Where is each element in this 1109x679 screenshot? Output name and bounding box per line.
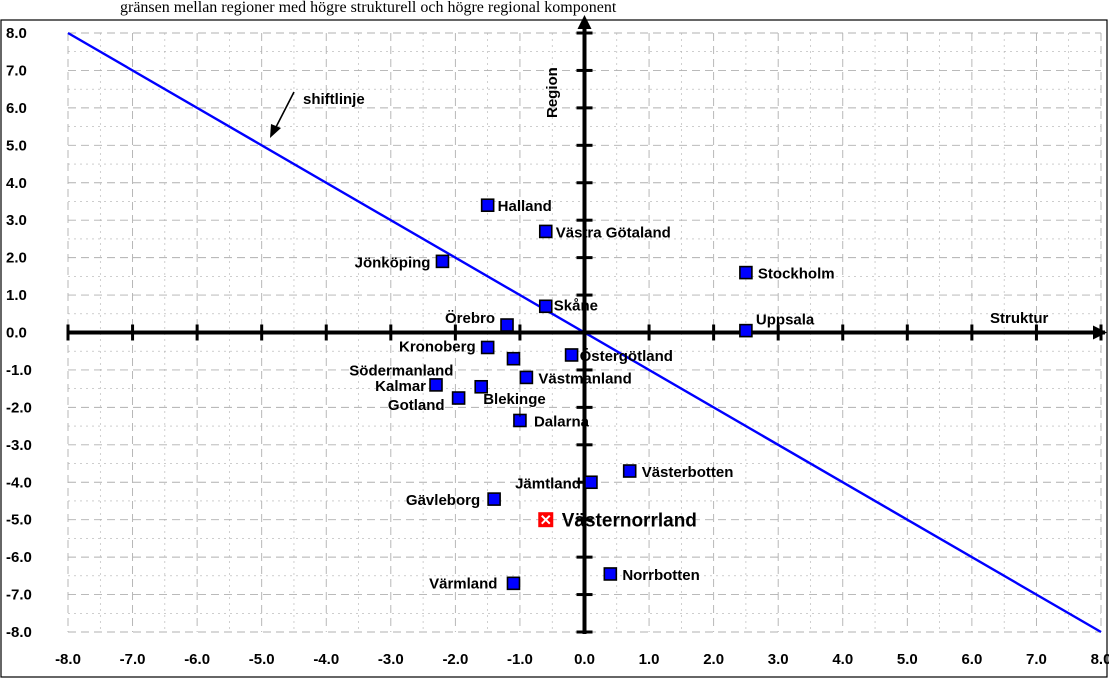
point-label: Skåne	[554, 297, 598, 314]
y-tick-label: 8.0	[6, 25, 27, 42]
plot-frame	[0, 19, 1108, 678]
y-axis-title: Region	[544, 67, 561, 118]
x-tick-label: 4.0	[832, 651, 853, 668]
data-point	[500, 318, 514, 332]
tick-labels: -8.0 -7.0 -6.0 -5.0 -4.0 -3.0 -2.0 -1.0 0.0 1.0 2.…	[6, 25, 1109, 668]
data-point	[739, 265, 753, 280]
data-point	[603, 567, 618, 581]
x-axis-title: Struktur	[990, 310, 1049, 327]
point-label: Jönköping	[355, 254, 431, 271]
y-tick-label: -8.0	[6, 624, 32, 641]
point-label: Värmland	[429, 575, 497, 592]
y-tick-label: -6.0	[6, 549, 32, 566]
x-tick-label: -2.0	[442, 651, 468, 668]
shift-arrow-head	[270, 124, 281, 138]
y-tick-label: 5.0	[6, 137, 27, 154]
data-point	[429, 378, 443, 392]
data-point	[451, 391, 466, 405]
x-tick-label: -7.0	[120, 651, 146, 668]
x-tick-label: 6.0	[961, 651, 982, 668]
point-label: Västmanland	[538, 370, 631, 387]
y-tick-label: -5.0	[6, 512, 32, 529]
shift-line-label: shiftlinje	[303, 91, 365, 108]
x-tick-label: 7.0	[1026, 651, 1047, 668]
highlight-cross	[541, 514, 551, 525]
x-tick-label: 5.0	[897, 651, 918, 668]
point-label: Halland	[498, 198, 552, 215]
data-point	[474, 379, 489, 394]
x-tick-label: 3.0	[768, 651, 789, 668]
point-label: Kalmar	[375, 378, 426, 395]
shift-arrow-shaft	[273, 91, 295, 132]
data-point	[506, 351, 521, 366]
data-point	[519, 370, 534, 385]
point-label: Gotland	[388, 397, 445, 414]
x-tick-label: 2.0	[703, 651, 724, 668]
point-label: Östergötland	[580, 348, 673, 365]
point-label: Västra Götaland	[556, 224, 671, 241]
point-label: Gävleborg	[406, 492, 480, 509]
point-label: Norrbotten	[622, 567, 700, 584]
data-points	[429, 198, 753, 591]
y-tick-label: 1.0	[6, 287, 27, 304]
data-point	[538, 224, 553, 239]
point-label: Södermanland	[349, 363, 453, 380]
data-point	[538, 299, 553, 314]
axes	[66, 15, 1107, 634]
point-label: Västerbotten	[642, 464, 734, 481]
x-tick-label: -3.0	[378, 651, 404, 668]
point-label: Blekinge	[483, 391, 546, 408]
point-label: Stockholm	[758, 266, 835, 283]
data-point	[480, 340, 495, 355]
y-tick-label: -7.0	[6, 587, 32, 604]
x-tick-label: 8.0	[1091, 651, 1109, 668]
y-tick-label: -3.0	[6, 437, 32, 454]
data-point	[739, 323, 753, 338]
y-tick-label: 4.0	[6, 175, 27, 192]
point-label: Jämtland	[515, 475, 581, 492]
x-tick-label: -8.0	[55, 651, 81, 668]
y-tick-label: 2.0	[6, 250, 27, 267]
data-point	[480, 198, 495, 213]
data-point	[435, 254, 450, 269]
x-tick-label: -6.0	[184, 651, 210, 668]
data-point	[584, 475, 598, 490]
data-point	[564, 348, 579, 362]
data-point	[487, 492, 501, 506]
x-tick-label: -1.0	[507, 651, 533, 668]
y-tick-label: -2.0	[6, 399, 32, 416]
top-caption: gränsen mellan regioner med högre strukt…	[120, 0, 617, 16]
y-tick-label: 0.0	[6, 325, 27, 342]
point-label: Dalarna	[534, 413, 590, 430]
y-tick-label: 7.0	[6, 62, 27, 79]
data-point	[506, 576, 521, 591]
y-tick-label: -4.0	[6, 474, 32, 491]
x-tick-label: -5.0	[249, 651, 275, 668]
point-label: Kronoberg	[399, 338, 476, 355]
y-tick-label: 3.0	[6, 212, 27, 229]
point-label: Örebro	[445, 310, 495, 327]
y-axis-arrowhead	[577, 15, 592, 29]
x-tick-label: -4.0	[313, 651, 339, 668]
point-label: Västernorrland	[562, 511, 697, 532]
x-tick-label: 1.0	[639, 651, 660, 668]
y-tick-label: -1.0	[6, 362, 32, 379]
x-tick-label: 0.0	[574, 651, 595, 668]
y-tick-label: 6.0	[6, 100, 27, 117]
point-label: Uppsala	[756, 312, 815, 329]
data-point	[622, 464, 637, 478]
